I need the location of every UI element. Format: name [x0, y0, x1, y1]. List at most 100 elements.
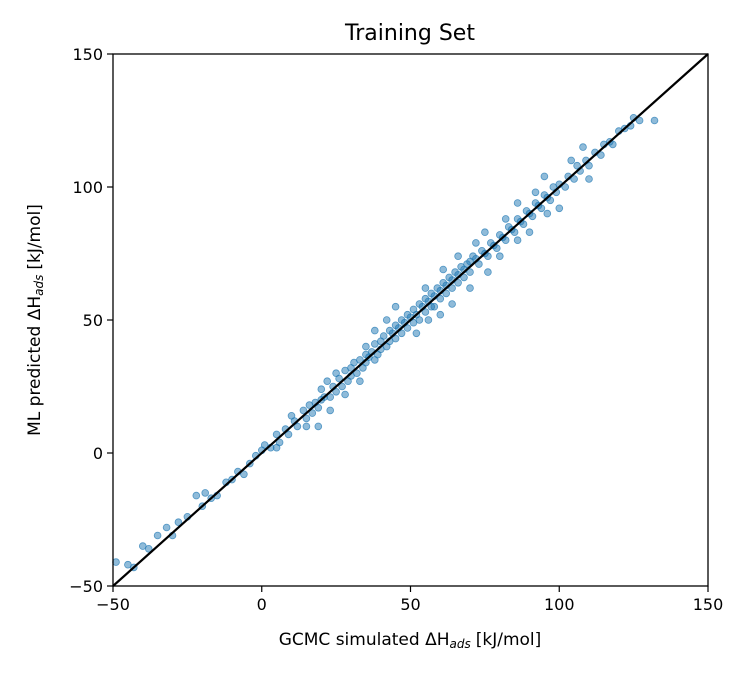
data-point	[314, 403, 323, 412]
data-point	[501, 236, 510, 245]
data-point	[391, 334, 400, 343]
data-point	[192, 491, 201, 500]
data-point	[332, 387, 340, 396]
data-point	[454, 252, 462, 261]
data-point	[579, 143, 587, 151]
data-point	[525, 228, 534, 237]
x-axis-label-prefix: GCMC simulated ΔH	[279, 630, 450, 650]
data-point	[382, 316, 391, 324]
data-point	[421, 284, 430, 292]
data-point	[415, 316, 424, 324]
data-point	[317, 385, 326, 394]
data-point	[299, 406, 308, 415]
data-point	[272, 430, 281, 439]
y-tick-label: −50	[69, 577, 103, 596]
data-point	[448, 284, 456, 292]
data-point	[567, 156, 575, 165]
y-axis-label-unit: [kJ/mol]	[25, 204, 45, 270]
data-point	[484, 268, 492, 276]
data-point	[555, 204, 564, 213]
data-point	[597, 151, 605, 159]
data-point	[585, 161, 593, 170]
data-point	[421, 308, 430, 316]
data-point	[430, 302, 439, 311]
data-point	[424, 316, 433, 324]
data-point	[287, 411, 296, 420]
data-point	[284, 430, 293, 439]
data-point	[338, 382, 346, 391]
data-point	[442, 289, 451, 298]
x-axis-label-unit: [kJ/mol]	[476, 630, 542, 650]
data-point	[326, 406, 335, 415]
data-point	[475, 260, 483, 268]
data-point	[153, 531, 162, 540]
data-point	[543, 209, 552, 218]
y-tick-label: 100	[72, 178, 103, 197]
data-point	[460, 273, 468, 282]
data-point	[519, 220, 528, 229]
y-axis-label-subscript: ads	[32, 275, 46, 296]
x-axis-label: GCMC simulated ΔHads [kJ/mol]	[279, 630, 542, 651]
data-point	[162, 523, 171, 532]
data-point	[403, 324, 412, 332]
data-point	[528, 212, 537, 221]
y-axis-label-prefix: ML predicted ΔH	[25, 296, 45, 436]
x-tick-label: 100	[544, 595, 575, 614]
data-point	[272, 443, 281, 452]
data-point	[513, 199, 522, 207]
data-point	[513, 236, 522, 245]
x-tick-label: 0	[257, 595, 267, 614]
data-point	[353, 369, 361, 378]
data-point	[397, 329, 406, 338]
data-point	[466, 284, 474, 292]
x-tick-label: 50	[400, 595, 420, 614]
data-point	[308, 409, 317, 417]
x-tick-label: −50	[96, 595, 130, 614]
y-tick-label: 0	[93, 444, 103, 463]
data-point	[439, 265, 448, 274]
data-point	[454, 278, 462, 287]
data-point	[608, 140, 617, 149]
data-point	[174, 518, 183, 526]
data-point	[501, 215, 510, 223]
data-point	[201, 489, 210, 497]
data-point	[302, 422, 311, 431]
data-point	[362, 342, 370, 351]
data-point	[537, 204, 546, 213]
data-point	[412, 329, 421, 338]
data-point	[635, 116, 644, 125]
data-point	[466, 268, 474, 276]
data-point	[495, 252, 504, 261]
data-point	[370, 326, 379, 335]
data-point	[540, 172, 549, 181]
data-point	[570, 175, 578, 183]
data-point	[436, 294, 445, 303]
data-point	[293, 422, 302, 431]
x-tick-label: 150	[693, 595, 724, 614]
chart-title: Training Set	[344, 21, 475, 46]
data-point	[356, 377, 364, 386]
data-point	[448, 300, 456, 308]
data-point	[510, 228, 519, 237]
x-axis-ticks: −50 0 50 100 150	[96, 586, 723, 614]
data-point	[341, 390, 349, 399]
x-axis-label-subscript: ads	[450, 637, 471, 651]
data-point	[472, 239, 480, 247]
data-point	[326, 393, 335, 401]
data-point	[492, 244, 501, 253]
data-point	[379, 332, 388, 340]
data-point	[484, 252, 492, 261]
data-point	[323, 377, 332, 386]
data-point	[436, 310, 445, 319]
data-point	[585, 175, 593, 183]
data-point	[531, 188, 540, 197]
y-axis-label: ML predicted ΔHads [kJ/mol]	[25, 204, 46, 436]
identity-reference-line	[112, 53, 709, 587]
data-point	[391, 302, 400, 311]
data-point	[240, 470, 248, 479]
data-point	[546, 196, 555, 205]
data-point	[650, 116, 659, 125]
data-point	[302, 414, 311, 423]
y-tick-label: 150	[72, 45, 103, 64]
